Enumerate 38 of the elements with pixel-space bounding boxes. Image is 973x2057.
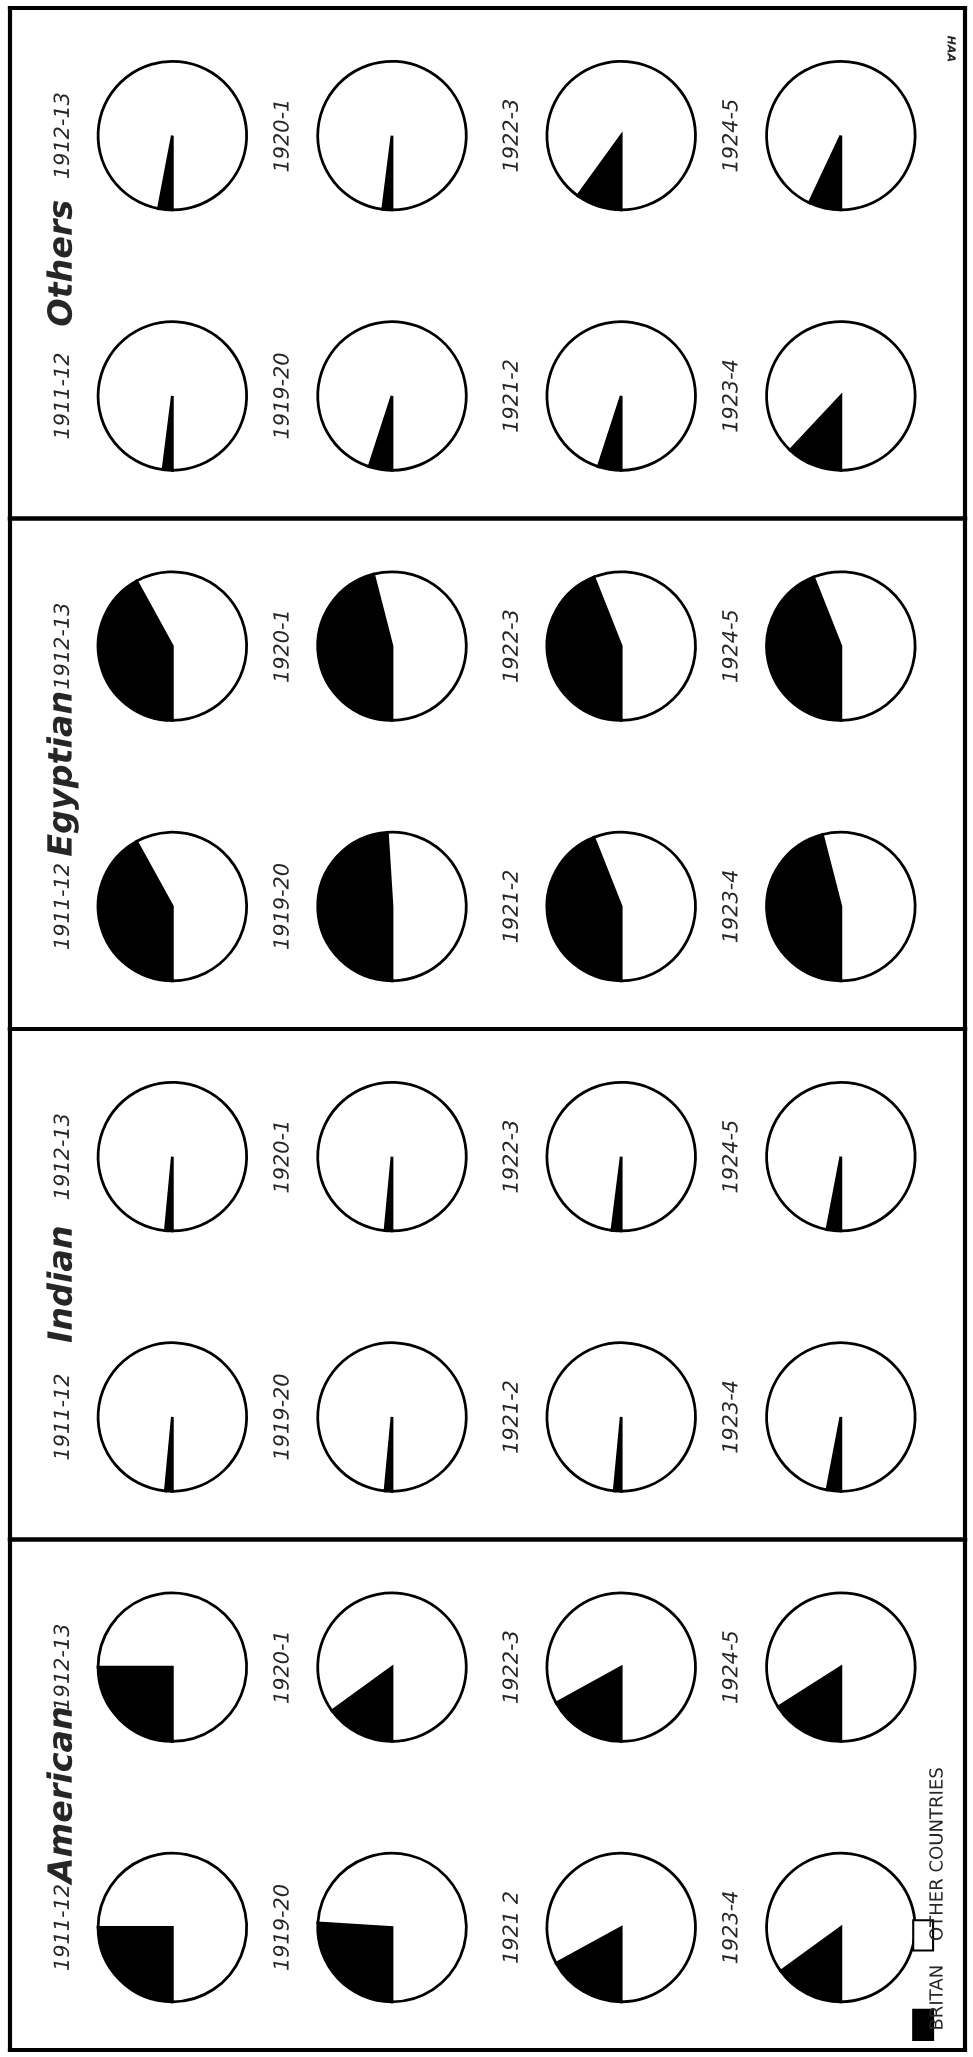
text: 1923-4 xyxy=(721,1381,738,1453)
text: 1920-1 xyxy=(273,612,289,682)
slice-label: OTHER COUNTRIES xyxy=(929,1768,943,1941)
text: 1912-13 xyxy=(53,93,70,179)
text: 1911-12 xyxy=(53,353,70,439)
text: 1922-3 xyxy=(502,1631,519,1703)
text: Others xyxy=(46,200,73,326)
chart-title: 1920-1 xyxy=(273,101,289,172)
text: 1920-1 xyxy=(273,1633,289,1703)
text: 1919-20 xyxy=(273,353,289,439)
text: 1922-3 xyxy=(502,610,519,682)
text: 1919-20 xyxy=(273,864,289,949)
chart-title: 1920-1 xyxy=(273,1122,289,1193)
text: 1922-3 xyxy=(502,100,519,172)
text: 1919-20 xyxy=(273,1885,289,1970)
text: 1912-13 xyxy=(53,1624,70,1710)
text: HAA xyxy=(947,35,956,62)
text: 1921-2 xyxy=(502,360,519,432)
text: American xyxy=(46,1708,73,1886)
text: 1921-2 xyxy=(502,870,519,943)
text: 1924-5 xyxy=(721,1120,738,1193)
text: Indian xyxy=(46,1227,73,1343)
text: 1924-5 xyxy=(721,99,738,172)
text: 1912-13 xyxy=(53,1114,70,1200)
chart-title: 1922-3 xyxy=(502,1121,519,1193)
text: Egyptian xyxy=(46,692,79,856)
text: 1919-20 xyxy=(273,1374,289,1460)
chart-title: 1912-13 xyxy=(53,603,70,689)
text: 1923-4 xyxy=(721,1892,738,1964)
text: 1911-12 xyxy=(53,1374,70,1460)
text: 1911-12 xyxy=(53,1885,70,1970)
chart-title: 1924-5 xyxy=(721,610,738,682)
text: 1923-4 xyxy=(721,871,738,943)
text: 1921-2 xyxy=(502,1381,519,1453)
text: 1921 2 xyxy=(502,1892,519,1963)
text: 1923-4 xyxy=(721,360,738,432)
text: 1924-5 xyxy=(721,1631,738,1703)
text: 1911-12 xyxy=(53,864,70,949)
